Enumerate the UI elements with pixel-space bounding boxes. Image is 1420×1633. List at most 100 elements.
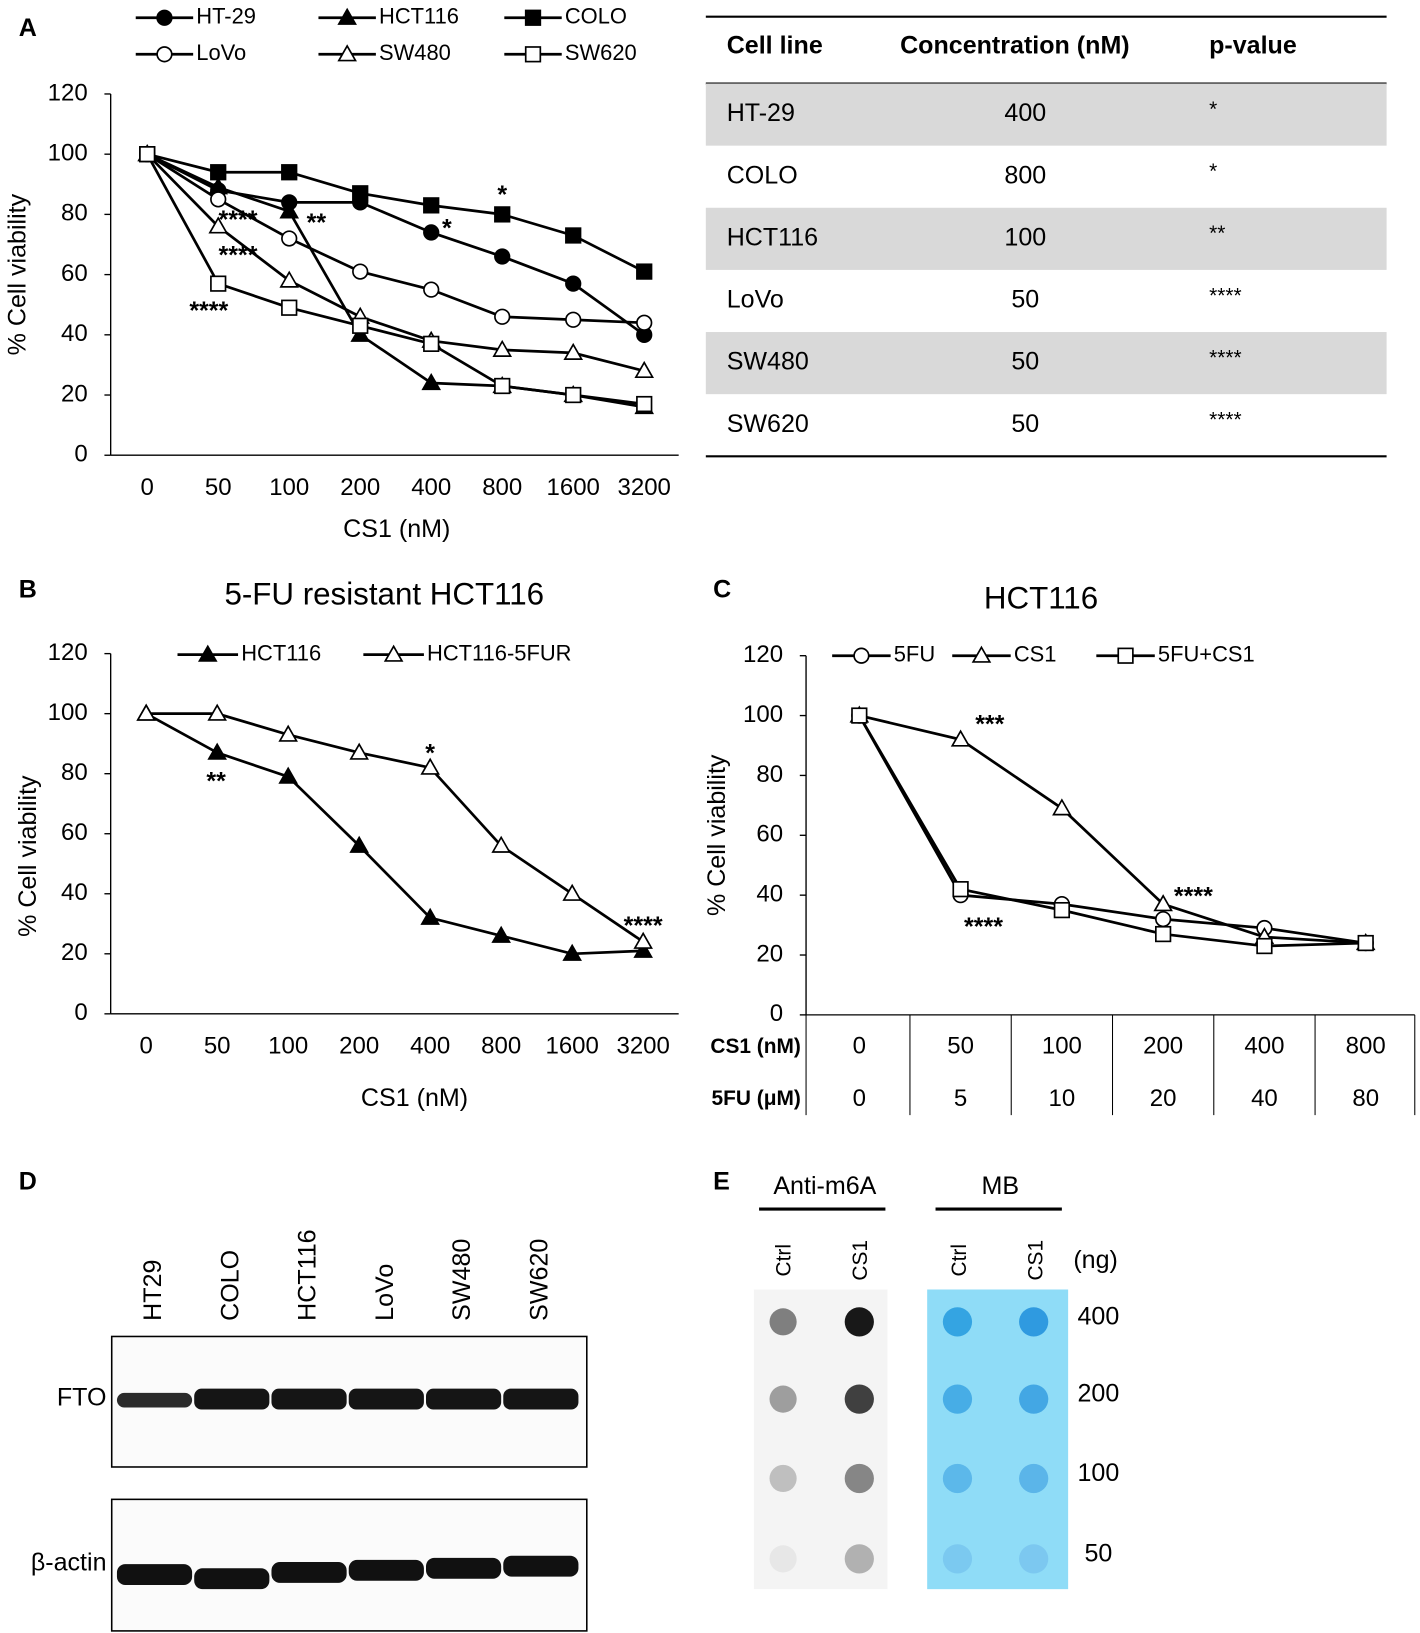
- dot: [1019, 1307, 1049, 1337]
- x-tick-label: 0: [853, 1085, 866, 1112]
- y-tick-label: 120: [48, 79, 88, 106]
- marker: [279, 201, 300, 219]
- x-tick-label: 0: [141, 474, 154, 501]
- legend-label: HCT116: [241, 640, 321, 665]
- x-tick-label: 50: [205, 474, 232, 501]
- x-tick-label: 200: [340, 474, 380, 501]
- marker: [349, 742, 369, 760]
- dot: [769, 1385, 797, 1413]
- marker: [207, 703, 227, 721]
- marker: [851, 707, 868, 724]
- column-label: CS1: [849, 1240, 872, 1281]
- marker: [421, 372, 442, 391]
- y-tick-label: 20: [61, 380, 88, 407]
- band: [426, 1388, 502, 1410]
- marker: [423, 281, 440, 298]
- legend-marker: [156, 9, 173, 26]
- x-tick-label: 100: [268, 1033, 308, 1060]
- y-tick-label: 80: [61, 200, 88, 227]
- column-label: CS1: [1024, 1240, 1047, 1281]
- band: [426, 1557, 502, 1579]
- band: [271, 1562, 347, 1583]
- marker: [1256, 937, 1273, 955]
- marker: [208, 216, 229, 234]
- annotation: ****: [219, 206, 258, 234]
- table-cell: 50: [1011, 348, 1039, 376]
- marker: [633, 931, 653, 949]
- y-tick-label: 80: [756, 761, 783, 788]
- annotation: **: [307, 209, 327, 237]
- legend-marker: [337, 44, 357, 62]
- marker: [952, 881, 969, 898]
- table-cell: LoVo: [727, 286, 784, 314]
- legend-label: SW480: [379, 40, 451, 65]
- y-tick-label: 20: [61, 939, 88, 966]
- marker: [423, 197, 440, 214]
- legend-marker: [524, 46, 542, 63]
- table-header: p-value: [1209, 32, 1297, 60]
- table-cell: COLO: [727, 161, 798, 189]
- table-cell: *: [1209, 160, 1217, 183]
- panel-letter: A: [19, 14, 37, 42]
- chart-title: 5-FU resistant HCT116: [224, 576, 544, 611]
- band: [503, 1388, 579, 1410]
- panel-letter: E: [713, 1168, 730, 1196]
- series-line: [146, 153, 645, 406]
- series-line: [146, 153, 645, 325]
- x-tick-label: 0: [853, 1033, 866, 1060]
- marker: [278, 766, 298, 784]
- legend-marker: [383, 644, 404, 662]
- group-label: Anti-m6A: [773, 1172, 876, 1200]
- marker: [562, 883, 582, 901]
- annotation: *: [442, 214, 452, 242]
- y-tick-label: 40: [756, 881, 783, 908]
- chart-title: HCT116: [984, 581, 1098, 616]
- marker: [139, 146, 156, 163]
- x-axis-label: CS1 (nM): [361, 1084, 468, 1112]
- marker: [1155, 925, 1172, 943]
- series-line: [146, 712, 644, 943]
- annotation: ***: [975, 710, 1004, 738]
- blot-row-label: β-actin: [31, 1549, 107, 1577]
- marker: [210, 191, 227, 208]
- table-cell: SW620: [727, 410, 809, 438]
- table-cell: HCT116: [727, 223, 818, 251]
- series-line: [146, 153, 645, 373]
- band: [348, 1388, 424, 1410]
- marker: [562, 943, 582, 961]
- marker: [565, 386, 582, 404]
- y-tick-label: 0: [770, 1000, 783, 1027]
- y-tick-label: 60: [61, 260, 88, 287]
- annotation: ****: [219, 241, 258, 269]
- lane-label: HCT116: [294, 1229, 322, 1320]
- table-cell: 800: [1004, 161, 1046, 189]
- marker: [494, 206, 511, 223]
- legend-label: SW620: [565, 40, 637, 65]
- marker: [423, 335, 440, 352]
- table-cell: ****: [1209, 346, 1241, 369]
- dot: [942, 1463, 973, 1494]
- x-tick-label: 100: [269, 474, 309, 501]
- legend-label: HCT116: [379, 4, 459, 29]
- x-tick-label: 5: [954, 1085, 967, 1112]
- legend-label: COLO: [565, 4, 627, 29]
- table-cell: 100: [1004, 223, 1046, 251]
- band: [348, 1559, 424, 1581]
- legend-label: HT-29: [196, 4, 256, 29]
- x-tick-label: 50: [204, 1033, 231, 1060]
- x-tick-label: 800: [482, 474, 522, 501]
- x-tick-label: 100: [1042, 1033, 1082, 1060]
- y-tick-label: 120: [48, 639, 88, 666]
- legend-label: HCT116-5FUR: [427, 640, 571, 665]
- marker: [636, 263, 653, 280]
- legend-marker: [337, 7, 357, 25]
- x-tick-label: 400: [411, 474, 451, 501]
- dot: [844, 1384, 874, 1414]
- panel-letter: C: [713, 576, 731, 604]
- x-tick-label: 800: [481, 1033, 521, 1060]
- marker: [491, 835, 511, 853]
- x-tick-label: 0: [139, 1033, 152, 1060]
- marker: [420, 757, 440, 775]
- annotation: ****: [624, 912, 663, 940]
- table-row-bg: [705, 83, 1387, 146]
